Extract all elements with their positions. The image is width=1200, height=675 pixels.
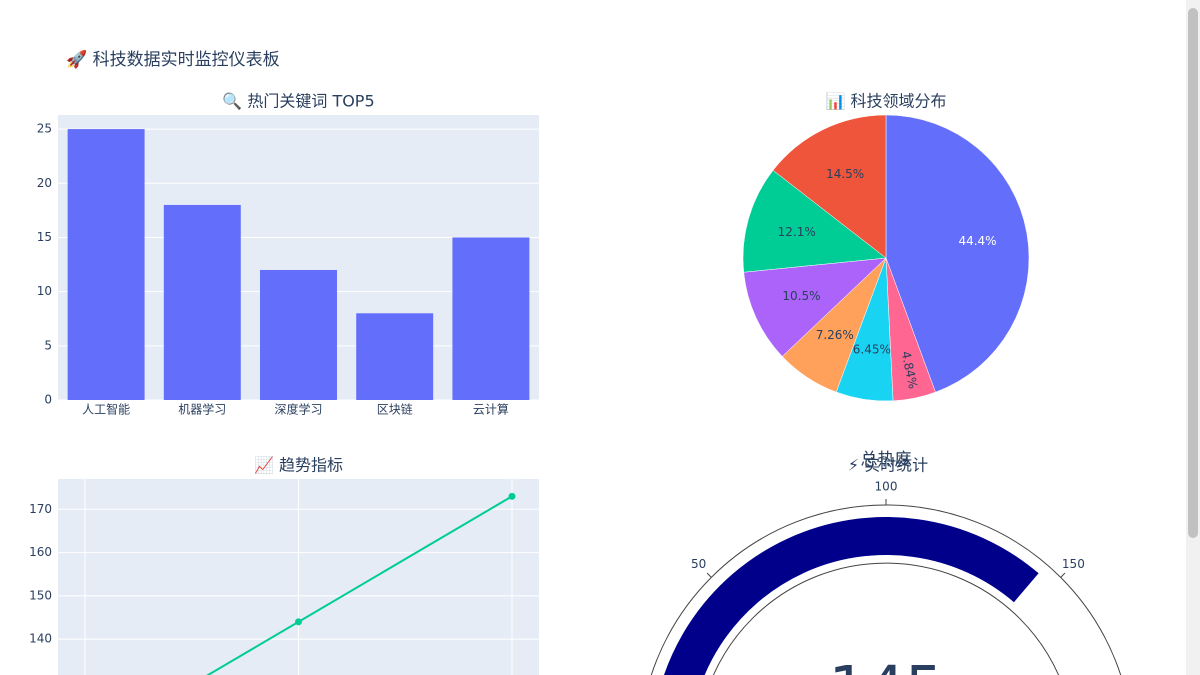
y-tick-label: 10 (37, 284, 52, 298)
bar (163, 204, 241, 400)
slice-label: 6.45% (853, 342, 891, 356)
point (295, 618, 302, 626)
y-tick-label: 170 (29, 502, 52, 516)
slice-label: 12.1% (778, 225, 816, 239)
x-tick-label: 区块链 (377, 402, 413, 417)
gauge-bar (664, 517, 1039, 675)
chart-title: 📈 趋势指标 (254, 456, 343, 475)
chart-title: ⚡ 实时统计 (848, 456, 928, 475)
gauge-title: 总热度 (861, 450, 912, 470)
slice-label: 14.5% (826, 167, 864, 181)
gauge-tick-label: 100 (875, 480, 898, 494)
y-tick-label: 25 (37, 122, 52, 136)
pie-slice (742, 169, 887, 273)
pie-slice (772, 114, 887, 259)
pie-slice (743, 257, 887, 357)
pie-slice (885, 114, 1030, 393)
slice-label: 10.5% (782, 289, 820, 303)
dashboard-title: 🚀 科技数据实时监控仪表板 (66, 49, 280, 70)
chart-title: 📊 科技领域分布 (825, 92, 946, 111)
x-tick-label: 云计算 (473, 402, 509, 417)
slice-label: 44.4% (958, 234, 996, 248)
gauge-inner (712, 562, 1060, 675)
y-tick-label: 5 (44, 338, 52, 352)
gauge-tick-label: 50 (691, 557, 706, 571)
gauge-tick-label: 150 (1062, 557, 1085, 571)
point (508, 492, 516, 500)
y-tick-label: 0 (44, 393, 52, 407)
slice-label: 7.26% (816, 328, 854, 342)
y-tick-label: 140 (29, 632, 52, 646)
gauge-value: 145 (829, 654, 944, 675)
chart-title: 🔍 热门关键词 TOP5 (222, 91, 374, 111)
bar (260, 269, 337, 400)
x-tick-label: 人工智能 (82, 402, 130, 417)
bar (452, 237, 530, 400)
x-tick-label: 机器学习 (178, 402, 226, 417)
bar (356, 313, 434, 400)
gauge-tick (706, 572, 712, 578)
y-tick-label: 15 (37, 230, 52, 244)
y-tick-label: 20 (37, 176, 52, 190)
y-tick-label: 150 (29, 588, 52, 602)
gauge-tick (1060, 572, 1066, 578)
x-tick-label: 深度学习 (274, 402, 322, 417)
bar (67, 129, 145, 400)
scrollbar-thumb[interactable] (1188, 8, 1198, 538)
y-tick-label: 160 (29, 545, 52, 559)
